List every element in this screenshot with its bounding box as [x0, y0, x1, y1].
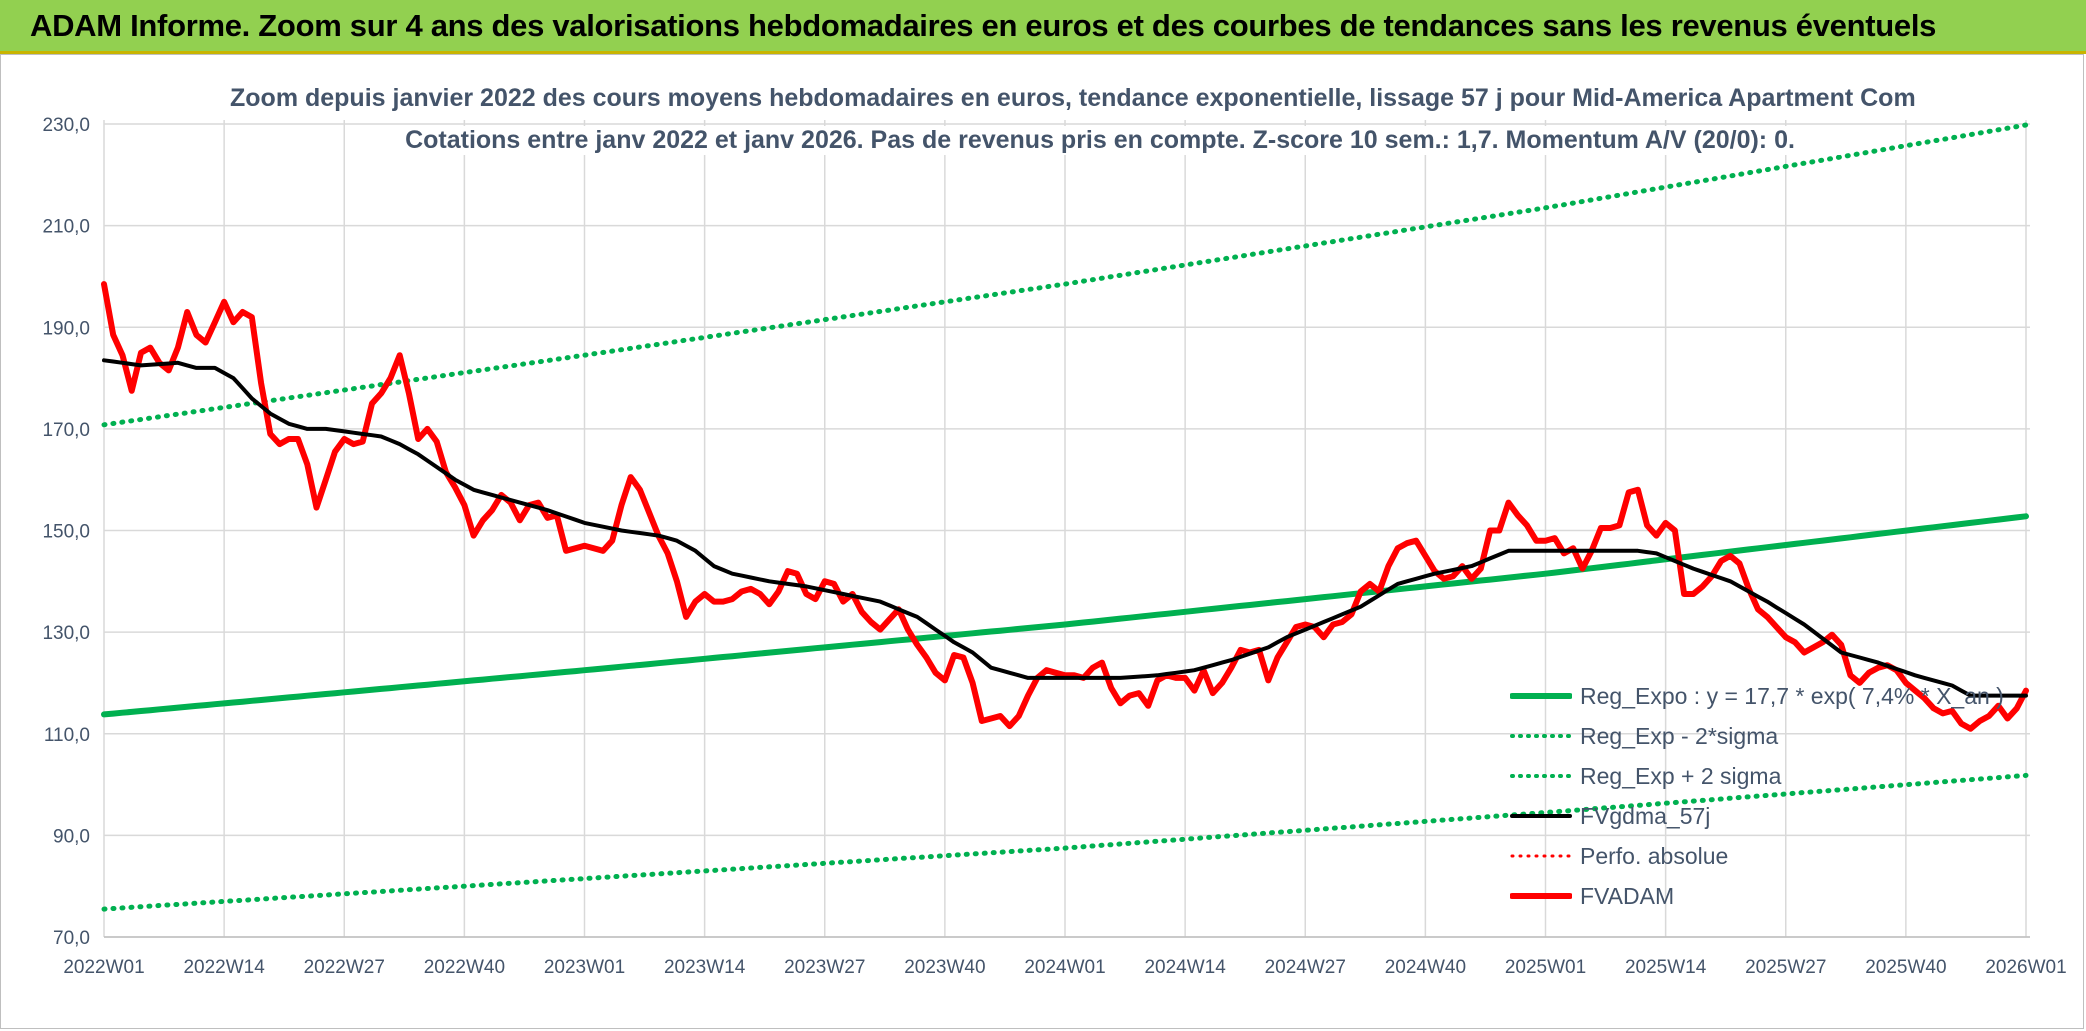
legend-swatch: [1510, 854, 1572, 858]
y-tick-label: 170,0: [42, 420, 90, 441]
x-tick-label: 2025W27: [1745, 957, 1826, 978]
x-tick-label: 2022W40: [424, 957, 505, 978]
x-tick-label: 2024W14: [1144, 957, 1226, 978]
legend-item: Perfo. absolue: [1510, 836, 2030, 876]
legend-swatch: [1510, 774, 1572, 778]
legend-label: Reg_Exp + 2 sigma: [1580, 762, 1782, 789]
legend-item: FVADAM: [1510, 876, 2030, 916]
x-tick-label: 2023W40: [904, 957, 985, 978]
series-line-reg_expo: [101, 513, 2029, 718]
y-tick-label: 110,0: [44, 725, 90, 746]
chart-legend: Reg_Expo : y = 17,7 * exp( 7,4% * X_an )…: [1510, 676, 2030, 916]
legend-swatch: [1510, 893, 1572, 899]
x-tick-label: 2022W01: [63, 957, 144, 978]
x-tick-label: 2024W27: [1265, 957, 1346, 978]
chart-grid: [103, 120, 2030, 938]
x-tick-label: 2025W14: [1625, 957, 1707, 978]
x-tick-label: 2025W40: [1865, 957, 1946, 978]
chart-series: [101, 122, 2029, 912]
legend-item: FVgdma_57j: [1510, 796, 2030, 836]
legend-label: FVADAM: [1580, 882, 1675, 909]
x-tick-label: 2022W27: [304, 957, 385, 978]
y-tick-label: 230,0: [42, 115, 90, 136]
x-tick-label: 2022W14: [183, 957, 265, 978]
chart-frame: [0, 54, 2084, 1029]
chart-title-line-2: Cotations entre janv 2022 et janv 2026. …: [360, 126, 1840, 155]
y-tick-label: 190,0: [42, 318, 90, 339]
y-tick-label: 130,0: [42, 623, 90, 644]
legend-label: Reg_Exp - 2*sigma: [1580, 722, 1779, 749]
legend-label: Perfo. absolue: [1580, 842, 1729, 869]
y-axis-ticks: 70,0 90,0 110,0 130,0 150,0 170,0 190,0 210,0 23…: [42, 115, 90, 949]
legend-swatch: [1510, 734, 1572, 738]
x-tick-label: 2023W27: [784, 957, 865, 978]
x-tick-label: 2023W01: [544, 957, 625, 978]
legend-item: Reg_Exp - 2*sigma: [1510, 716, 2030, 756]
y-tick-label: 150,0: [42, 522, 90, 543]
x-axis-ticks: 2022W01 2022W14 2022W27 2022W40 2023W01 2023W…: [63, 957, 2066, 978]
x-tick-label: 2024W40: [1385, 957, 1466, 978]
x-tick-label: 2023W14: [664, 957, 746, 978]
x-tick-label: 2025W01: [1505, 957, 1586, 978]
y-tick-label: 70,0: [53, 928, 90, 949]
legend-label: FVgdma_57j: [1580, 802, 1711, 829]
report-title: ADAM Informe. Zoom sur 4 ans des valoris…: [30, 8, 1937, 43]
x-tick-label: 2024W01: [1024, 957, 1105, 978]
series-line-fvgdma: [102, 358, 2028, 698]
legend-item: Reg_Expo : y = 17,7 * exp( 7,4% * X_an ): [1510, 676, 2030, 716]
x-tick-label: 2026W01: [1985, 957, 2066, 978]
series-line-fvadam: [101, 281, 2029, 732]
legend-swatch: [1510, 693, 1572, 699]
legend-item: Reg_Exp + 2 sigma: [1510, 756, 2030, 796]
legend-swatch: [1510, 814, 1572, 818]
chart-title-line-1: Zoom depuis janvier 2022 des cours moyen…: [230, 84, 1916, 113]
series-line-reg_lo: [101, 772, 2029, 912]
series-line-reg_hi: [101, 122, 2029, 428]
legend-label: Reg_Expo : y = 17,7 * exp( 7,4% * X_an ): [1580, 682, 2004, 709]
y-tick-label: 90,0: [53, 826, 90, 847]
y-tick-label: 210,0: [42, 217, 90, 238]
report-banner: ADAM Informe. Zoom sur 4 ans des valoris…: [0, 0, 2086, 54]
